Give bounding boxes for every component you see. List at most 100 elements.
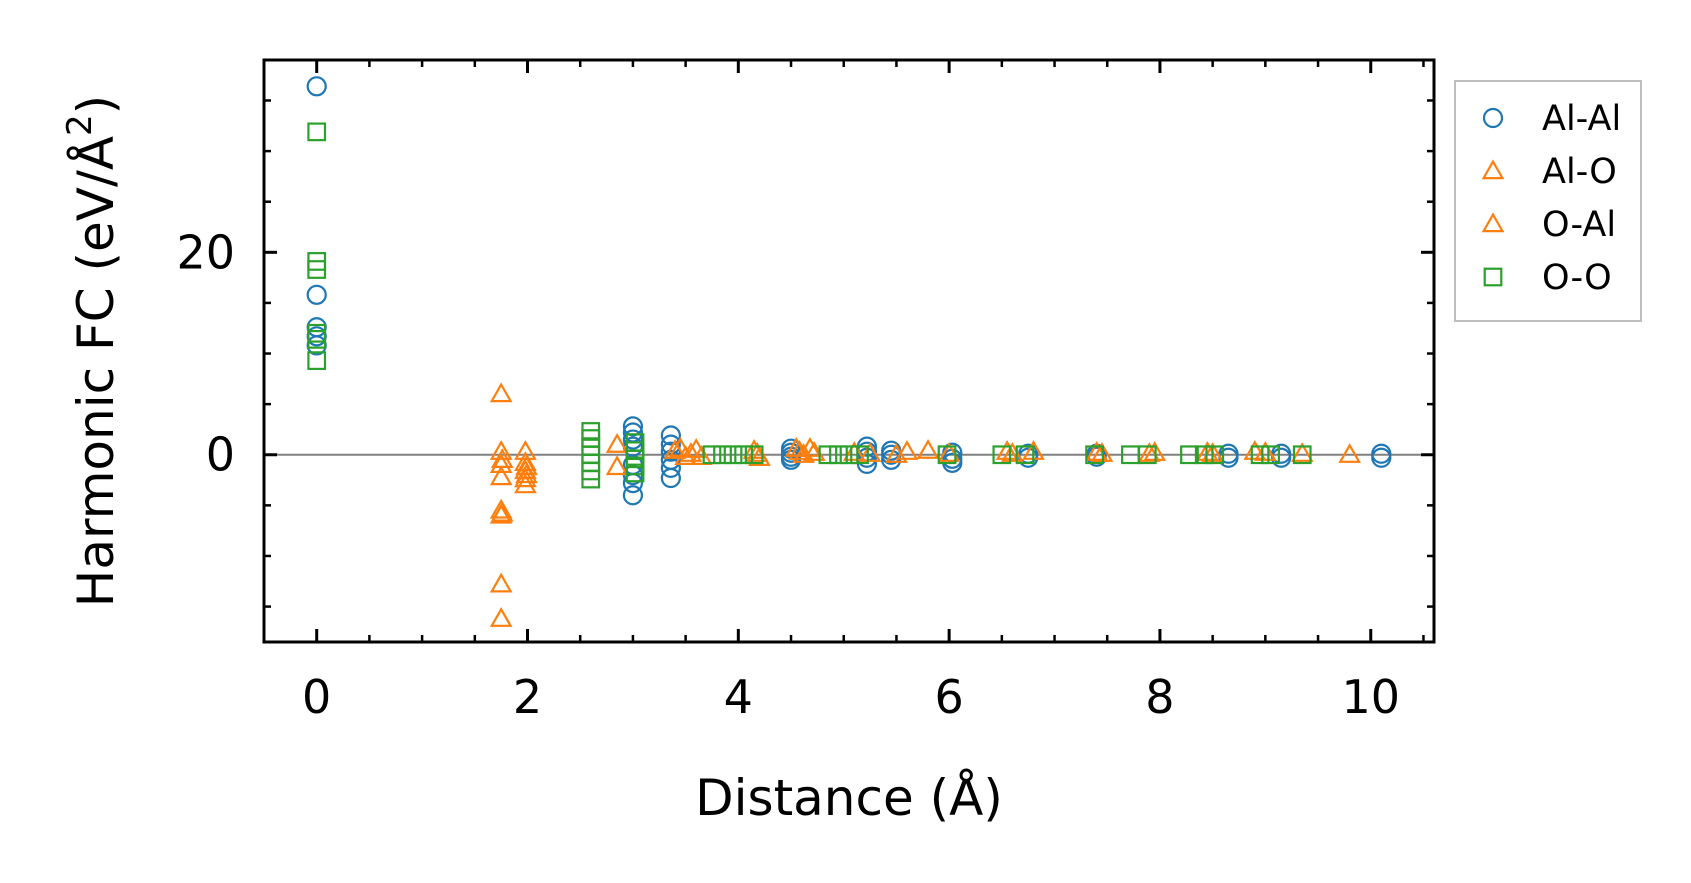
- point-o-o: [1180, 445, 1199, 465]
- point-o-o: [1205, 445, 1225, 465]
- ticks-layer: [262, 60, 1434, 642]
- y-axis-label-main: Harmonic FC (eV/Å: [67, 136, 125, 607]
- x-tick-label: 4: [724, 670, 753, 724]
- point-o-al: [937, 442, 961, 462]
- point-o-al: [515, 463, 538, 484]
- point-o-al: [788, 440, 811, 460]
- point-o-o: [992, 445, 1012, 465]
- point-o-o: [307, 260, 327, 279]
- point-o-o: [625, 463, 645, 483]
- point-o-o: [734, 445, 753, 465]
- point-al-o: [663, 439, 687, 459]
- point-o-o: [713, 445, 732, 465]
- point-al-al: [1271, 447, 1292, 468]
- y-axis-label-superscript: 2: [60, 114, 100, 136]
- point-al-al: [1086, 446, 1107, 467]
- point-al-al: [306, 284, 327, 305]
- point-o-o: [1292, 445, 1312, 465]
- legend-marker-o-al: [1481, 212, 1505, 233]
- y-tick-label: 0: [206, 428, 235, 482]
- plot-frame: [262, 58, 1436, 644]
- point-o-al: [490, 448, 514, 468]
- point-al-al: [306, 76, 327, 97]
- point-al-o: [489, 382, 513, 403]
- point-al-o: [895, 440, 919, 460]
- legend-entries: Al-Al Al-O O-Al O-O: [1481, 99, 1621, 298]
- point-al-al: [660, 425, 681, 446]
- point-o-o: [839, 445, 859, 465]
- x-tick-labels: 0 2 4 6 8 10: [302, 670, 1400, 724]
- x-tick-label: 8: [1145, 670, 1174, 724]
- point-o-al: [490, 501, 514, 522]
- x-tick-label: 6: [934, 670, 963, 724]
- point-o-o: [702, 445, 722, 465]
- point-o-o: [581, 469, 601, 489]
- point-al-o: [489, 453, 513, 474]
- point-al-o: [514, 440, 537, 460]
- point-al-o: [489, 440, 513, 460]
- x-axis-label: Distance (Å): [695, 769, 1003, 827]
- point-o-o: [1015, 445, 1035, 465]
- point-al-al: [622, 485, 644, 506]
- point-al-o: [1290, 442, 1314, 462]
- point-o-o: [307, 329, 327, 349]
- point-al-o: [1338, 443, 1362, 463]
- point-o-o: [937, 445, 957, 465]
- point-o-o: [1085, 445, 1104, 465]
- legend-label-al-al: Al-Al: [1542, 99, 1621, 139]
- point-o-o: [829, 445, 848, 465]
- point-o-o: [723, 445, 743, 465]
- point-o-al: [1138, 442, 1161, 462]
- point-o-o: [1250, 445, 1270, 465]
- point-o-al: [669, 437, 692, 457]
- point-al-o: [605, 455, 629, 476]
- legend-marker-al-al: [1482, 107, 1504, 129]
- point-o-o: [307, 122, 327, 142]
- point-al-o: [916, 439, 940, 459]
- legend-marker-al-o: [1481, 159, 1505, 180]
- point-al-o: [784, 437, 808, 457]
- point-al-al: [1371, 447, 1392, 468]
- point-o-o: [581, 422, 601, 441]
- point-al-o: [489, 607, 513, 627]
- legend-box: [1454, 80, 1642, 322]
- point-o-o: [1261, 445, 1281, 465]
- point-al-o: [489, 572, 513, 593]
- point-al-o: [1243, 440, 1267, 460]
- y-axis-label: Harmonic FC (eV/Å2): [60, 95, 125, 607]
- point-al-o: [605, 432, 629, 453]
- point-o-al: [679, 442, 703, 462]
- point-al-o: [842, 441, 866, 461]
- x-tick-label: 10: [1341, 670, 1400, 724]
- point-o-al: [858, 442, 882, 462]
- plot-area: [262, 58, 1436, 644]
- point-al-o: [995, 440, 1019, 460]
- x-tick-label: 0: [302, 670, 331, 724]
- legend-label-o-al: O-Al: [1542, 205, 1616, 245]
- point-al-al: [660, 457, 681, 479]
- y-tick-label: 20: [176, 225, 235, 279]
- y-tick-labels: 0 20: [176, 225, 235, 481]
- point-al-al: [1371, 443, 1392, 464]
- point-al-al: [622, 429, 644, 450]
- point-o-o: [1137, 445, 1157, 465]
- point-al-o: [489, 465, 513, 486]
- legend-label-al-o: Al-O: [1542, 152, 1617, 192]
- point-o-o: [744, 445, 764, 465]
- point-o-al: [1254, 441, 1277, 461]
- x-tick-label: 2: [513, 670, 542, 724]
- legend: Al-Al Al-O O-Al O-O: [1454, 80, 1642, 322]
- data-points-layer: [306, 76, 1392, 627]
- point-o-o: [307, 351, 327, 370]
- point-al-o: [798, 437, 822, 457]
- point-o-al: [515, 455, 538, 476]
- legend-label-o-o: O-O: [1542, 258, 1612, 298]
- y-axis-label-close: ): [67, 95, 125, 115]
- point-o-o: [850, 445, 869, 465]
- point-o-o: [818, 445, 838, 465]
- point-al-o: [514, 473, 537, 494]
- point-o-o: [1194, 445, 1214, 465]
- point-o-al: [690, 445, 713, 465]
- point-al-al: [660, 467, 681, 489]
